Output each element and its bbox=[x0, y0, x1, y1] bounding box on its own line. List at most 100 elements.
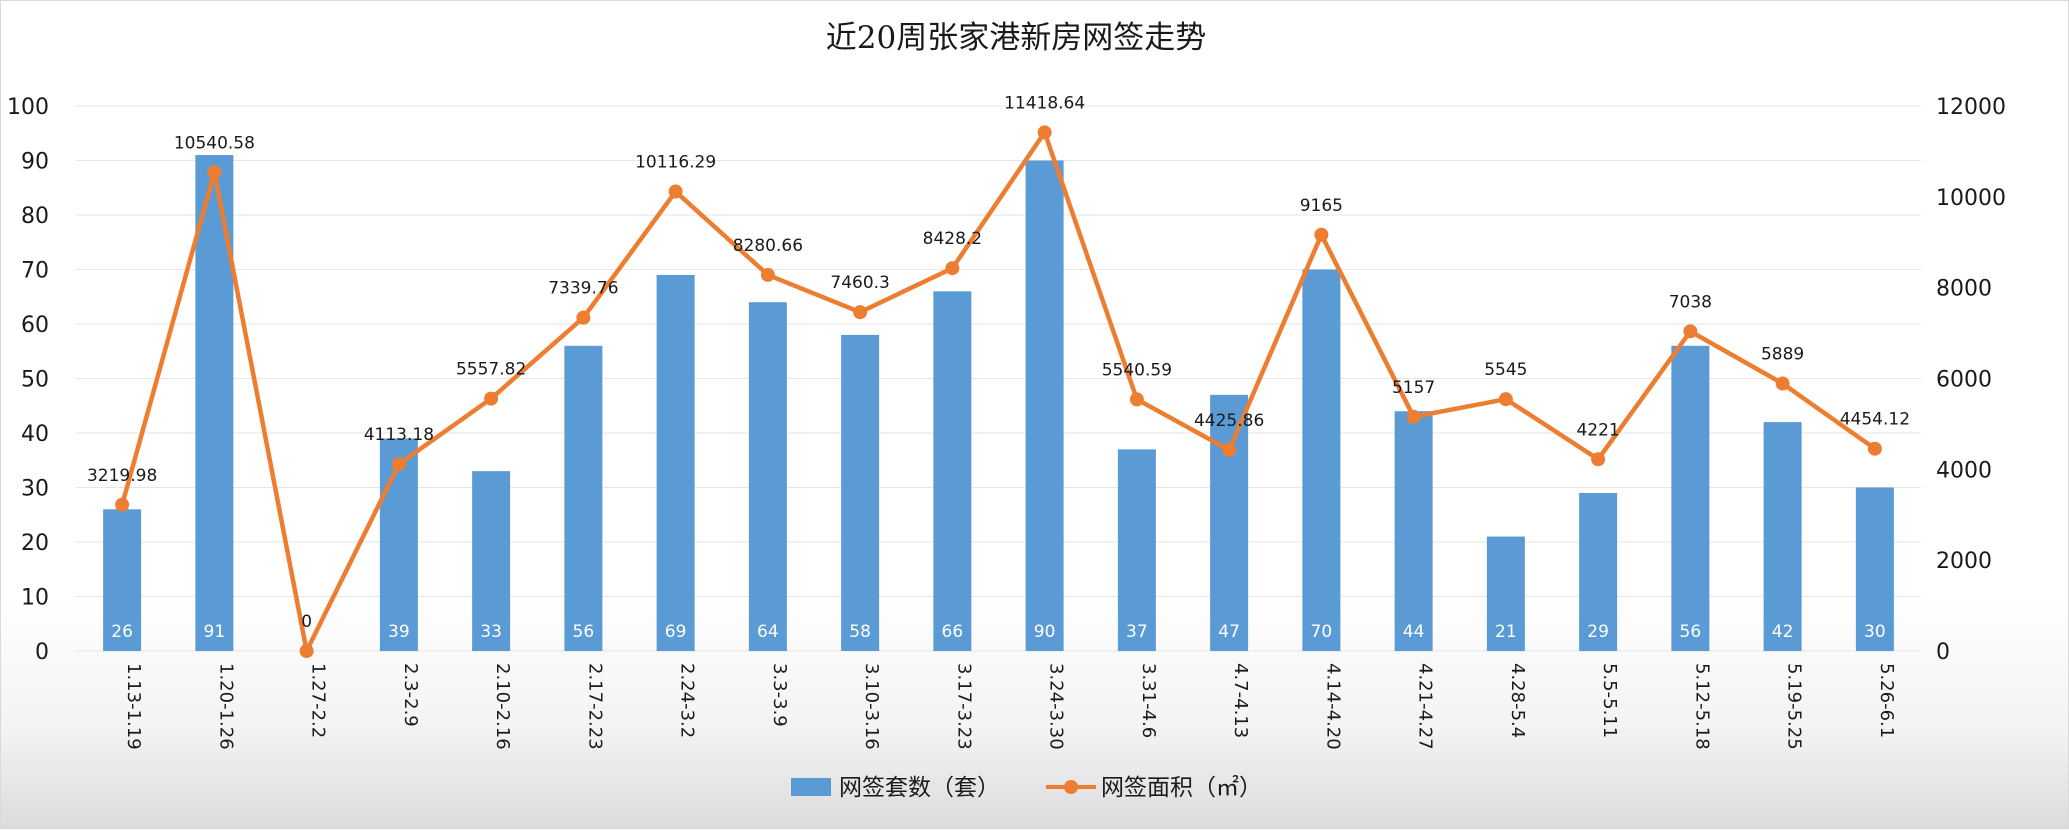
line-path bbox=[119, 130, 1877, 654]
bar-value-label: 21 bbox=[1495, 622, 1517, 642]
line-point bbox=[115, 497, 130, 512]
line-value-label: 10540.58 bbox=[174, 133, 255, 153]
bar-value-label: 37 bbox=[1126, 622, 1148, 642]
y-left-tick-label: 80 bbox=[21, 204, 49, 229]
y-left-tick-label: 10 bbox=[21, 586, 49, 611]
line-value-label: 4425.86 bbox=[1194, 411, 1264, 431]
x-category-label: 1.20-1.26 bbox=[215, 663, 236, 750]
bar-value-label: 56 bbox=[1680, 622, 1702, 642]
bar-value-label: 69 bbox=[665, 622, 687, 642]
x-category-label: 2.3-2.9 bbox=[400, 663, 421, 727]
bar bbox=[379, 438, 418, 651]
bar bbox=[1763, 422, 1802, 651]
y-right-tick-label: 12000 bbox=[1936, 95, 2006, 120]
bar bbox=[748, 302, 787, 651]
line-value-label: 5540.59 bbox=[1102, 360, 1172, 380]
line-value-label: 0 bbox=[301, 612, 312, 632]
x-category-label: 2.10-2.16 bbox=[492, 663, 513, 750]
line-point bbox=[760, 267, 775, 282]
bar bbox=[1855, 487, 1894, 651]
line-value-label: 10116.29 bbox=[635, 153, 716, 173]
bar bbox=[1579, 492, 1618, 651]
x-category-label: 3.17-3.23 bbox=[953, 663, 974, 750]
bar-value-label: 30 bbox=[1864, 622, 1886, 642]
y-left-tick-label: 50 bbox=[21, 368, 49, 393]
x-category-label: 4.14-4.20 bbox=[1322, 663, 1343, 750]
x-category-label: 3.3-3.9 bbox=[769, 663, 790, 727]
line-value-label: 3219.98 bbox=[87, 466, 157, 486]
x-category-label: 1.13-1.19 bbox=[123, 663, 144, 750]
line-point bbox=[945, 261, 960, 276]
bar bbox=[1025, 160, 1064, 651]
line-point bbox=[1037, 125, 1052, 140]
y-left-tick-label: 30 bbox=[21, 477, 49, 502]
bar-value-label: 39 bbox=[388, 622, 410, 642]
bar-series bbox=[103, 155, 1894, 652]
line-point bbox=[576, 310, 591, 325]
y-left-tick-label: 100 bbox=[7, 95, 49, 120]
chart-title: 近20周张家港新房网签走势 bbox=[826, 20, 1206, 56]
bar bbox=[103, 509, 142, 651]
line-point bbox=[1591, 452, 1606, 467]
bar bbox=[933, 291, 972, 651]
line-point bbox=[299, 644, 314, 658]
legend-line-label: 网签面积（㎡） bbox=[1101, 775, 1262, 801]
x-category-label: 3.31-4.6 bbox=[1138, 663, 1159, 738]
x-category-label: 4.28-5.4 bbox=[1507, 663, 1528, 738]
line-point bbox=[1683, 324, 1698, 339]
bar-value-label: 58 bbox=[849, 622, 871, 642]
line-point bbox=[853, 305, 868, 320]
bar-value-label: 56 bbox=[573, 622, 595, 642]
bar-value-label: 66 bbox=[942, 622, 964, 642]
line-value-label: 5557.82 bbox=[456, 360, 526, 380]
line-value-label: 7339.76 bbox=[548, 279, 618, 299]
y-right-tick-label: 4000 bbox=[1936, 458, 1992, 483]
line-value-label: 7038 bbox=[1669, 292, 1712, 312]
line-value-label: 8428.2 bbox=[923, 229, 982, 249]
line-point bbox=[484, 391, 499, 406]
x-category-label: 1.27-2.2 bbox=[308, 663, 329, 738]
line-value-label: 8280.66 bbox=[733, 236, 803, 256]
bar-value-label: 29 bbox=[1587, 622, 1609, 642]
legend-bar-label: 网签套数（套） bbox=[839, 775, 1000, 801]
y-right-tick-label: 2000 bbox=[1936, 549, 1992, 574]
bar-labels: 26 91 0 39 33 56 69 64 58 66 90 37 47 70 44 21 29 56 42 30 bbox=[111, 622, 1885, 642]
x-category-label: 4.7-4.13 bbox=[1230, 663, 1251, 738]
line-value-label: 5157 bbox=[1392, 378, 1435, 398]
bar-value-label: 42 bbox=[1772, 622, 1794, 642]
line-labels: 3219.98 10540.58 0 4113.18 5557.82 7339.76 101… bbox=[87, 93, 1910, 632]
line-point bbox=[1498, 392, 1513, 407]
y-axis-left: 0 10 20 30 40 50 60 70 80 90 100 bbox=[7, 95, 49, 665]
gridlines bbox=[76, 105, 1921, 652]
bar bbox=[1117, 449, 1156, 651]
bar-value-label: 33 bbox=[480, 622, 502, 642]
bar bbox=[1394, 411, 1433, 651]
line-point bbox=[1222, 442, 1237, 457]
line-point bbox=[1406, 409, 1421, 424]
bar-value-label: 0 bbox=[301, 622, 312, 642]
bar-value-label: 70 bbox=[1311, 622, 1333, 642]
bar bbox=[1210, 394, 1249, 651]
bar bbox=[564, 345, 603, 651]
bar bbox=[1671, 345, 1710, 651]
line-value-label: 11418.64 bbox=[1004, 93, 1085, 113]
line-point bbox=[391, 457, 406, 472]
line-point bbox=[1129, 392, 1144, 407]
x-category-label: 5.5-5.11 bbox=[1599, 663, 1620, 738]
x-category-label: 3.10-3.16 bbox=[861, 663, 882, 750]
y-axis-right: 0 2000 4000 6000 8000 10000 12000 bbox=[1936, 95, 2006, 665]
x-category-label: 3.24-3.30 bbox=[1046, 663, 1067, 750]
legend: 网签套数（套） 网签面积（㎡） bbox=[791, 775, 1262, 801]
bar-value-label: 91 bbox=[204, 622, 226, 642]
bar bbox=[656, 274, 695, 651]
line-point bbox=[1867, 441, 1882, 456]
line-point bbox=[1314, 227, 1329, 242]
bar-value-label: 44 bbox=[1403, 622, 1425, 642]
bar bbox=[1302, 269, 1341, 651]
bar-value-label: 90 bbox=[1034, 622, 1056, 642]
y-left-tick-label: 40 bbox=[21, 422, 49, 447]
legend-line-marker bbox=[1064, 780, 1078, 794]
line-value-label: 4454.12 bbox=[1840, 410, 1910, 430]
bar bbox=[472, 471, 511, 651]
